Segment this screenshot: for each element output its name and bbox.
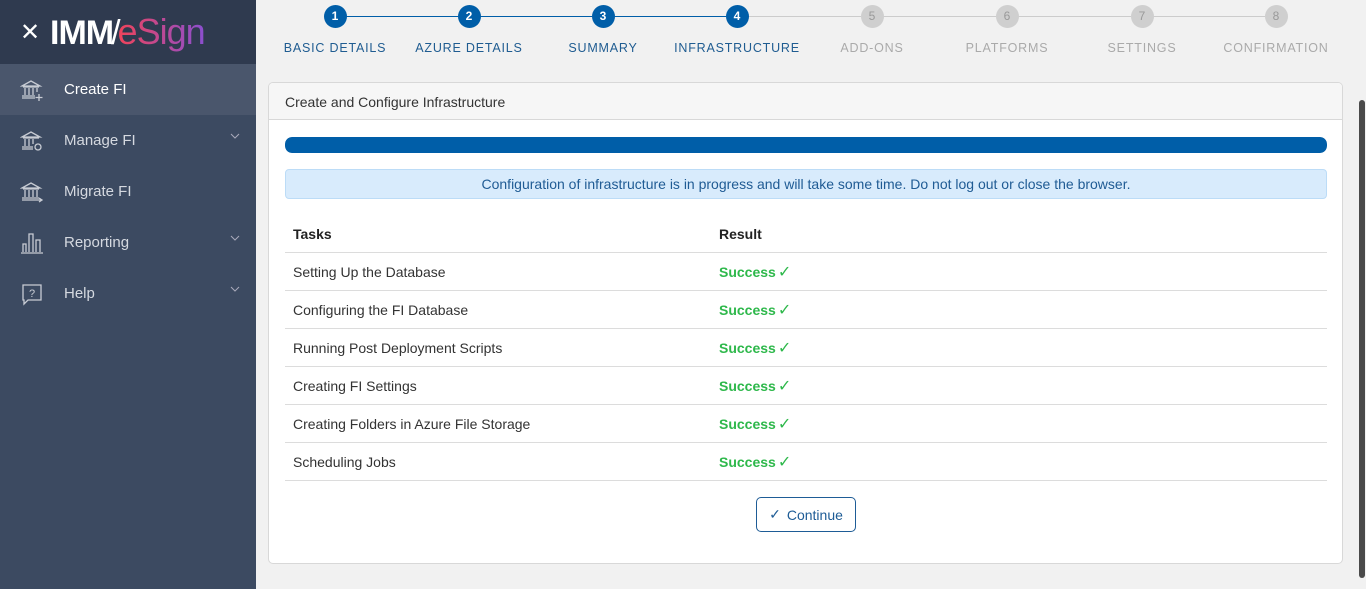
step-number: 5 (860, 5, 884, 28)
main: 1 BASIC DETAILS 2 AZURE DETAILS 3 SUMMARY 4 INF… (256, 0, 1358, 589)
step-label: INFRASTRUCTURE (674, 41, 800, 55)
step-add-ons[interactable]: 5 ADD-ONS (805, 5, 939, 55)
step-number: 1 (323, 5, 347, 28)
sidebar: ✕ IMM / eSign Create FI Manage FI Migrate FI… (0, 0, 256, 589)
sidebar-item-label: Manage FI (64, 132, 136, 149)
table-row: Running Post Deployment Scripts Success ✓ (285, 329, 1327, 367)
stepper-connector (883, 16, 996, 17)
step-summary[interactable]: 3 SUMMARY (536, 5, 670, 55)
step-confirmation[interactable]: 8 CONFIRMATION (1209, 5, 1343, 55)
step-label: CONFIRMATION (1223, 41, 1329, 55)
stepper-connector (1153, 16, 1265, 17)
task-name: Configuring the FI Database (293, 301, 469, 318)
step-platforms[interactable]: 6 PLATFORMS (940, 5, 1074, 55)
logo[interactable]: IMM / eSign (50, 11, 206, 52)
result-status: Success (719, 453, 776, 470)
help-bubble-icon: ? (22, 283, 42, 306)
step-label: PLATFORMS (965, 41, 1049, 55)
svg-text:?: ? (29, 288, 35, 300)
table-row: Setting Up the Database Success ✓ (285, 253, 1327, 291)
check-icon: ✓ (777, 415, 792, 433)
table-row: Creating Folders in Azure File Storage Su… (285, 405, 1327, 443)
table-row: Creating FI Settings Success ✓ (285, 367, 1327, 405)
task-name: Creating Folders in Azure File Storage (293, 415, 531, 432)
stepper-connector (480, 16, 592, 17)
chevron-down-icon (230, 235, 240, 241)
bank-plus-icon (20, 79, 43, 101)
result-status: Success (719, 377, 776, 394)
step-number: 2 (457, 5, 481, 28)
step-label: ADD-ONS (840, 41, 904, 55)
stepper-connector (614, 16, 726, 17)
stepper-connector (346, 16, 458, 17)
sidebar-item-migrate-fi[interactable]: Migrate FI (0, 166, 256, 217)
bar-chart-icon (21, 232, 43, 254)
result-status: Success (719, 339, 776, 356)
step-label: BASIC DETAILS (283, 41, 387, 55)
sidebar-item-create-fi[interactable]: Create FI (0, 64, 256, 115)
step-settings[interactable]: 7 SETTINGS (1075, 5, 1209, 55)
progress-bar (285, 137, 1327, 153)
continue-button[interactable]: ✓ Continue (756, 497, 856, 532)
progress-fill (285, 137, 1327, 153)
sidebar-item-help[interactable]: ? Help (0, 268, 256, 319)
step-number: 7 (1130, 5, 1154, 28)
card-title: Create and Configure Infrastructure (269, 83, 1342, 120)
result-status: Success (719, 263, 776, 280)
task-name: Running Post Deployment Scripts (293, 339, 503, 356)
brand-bar: ✕ IMM / eSign (0, 0, 256, 64)
task-name: Scheduling Jobs (293, 453, 396, 470)
chevron-down-icon (230, 286, 240, 292)
bank-arrow-icon (20, 181, 44, 203)
step-basic-details[interactable]: 1 BASIC DETAILS (268, 5, 402, 55)
step-label: AZURE DETAILS (415, 41, 523, 55)
sidebar-item-label: Create FI (64, 81, 127, 98)
sidebar-item-label: Reporting (64, 234, 130, 251)
stepper-connector (1018, 16, 1131, 17)
info-alert: Configuration of infrastructure is in pr… (285, 169, 1327, 199)
sidebar-item-label: Migrate FI (64, 183, 132, 200)
check-icon: ✓ (777, 263, 792, 281)
header-tasks: Tasks (293, 225, 332, 242)
bank-gear-icon (20, 130, 43, 151)
step-label: SETTINGS (1107, 41, 1177, 55)
check-icon: ✓ (777, 377, 792, 395)
check-icon: ✓ (777, 301, 792, 319)
sidebar-item-reporting[interactable]: Reporting (0, 217, 256, 268)
check-icon: ✓ (769, 506, 781, 522)
sidebar-item-label: Help (64, 285, 95, 302)
task-name: Creating FI Settings (293, 377, 417, 394)
result-status: Success (719, 415, 776, 432)
step-azure-details[interactable]: 2 AZURE DETAILS (402, 5, 536, 55)
result-status: Success (719, 301, 776, 318)
infrastructure-card: Create and Configure Infrastructure Conf… (268, 82, 1343, 564)
check-icon: ✓ (777, 453, 792, 471)
scrollbar[interactable] (1358, 0, 1366, 589)
chevron-down-icon (230, 133, 240, 139)
step-number: 3 (591, 5, 615, 28)
tasks-table: Tasks Result Setting Up the Database Succ… (285, 215, 1327, 481)
table-row: Configuring the FI Database Success ✓ (285, 291, 1327, 329)
step-label: SUMMARY (568, 41, 638, 55)
step-number: 8 (1264, 5, 1288, 28)
header-result: Result (719, 225, 762, 242)
stepper-connector (748, 16, 861, 17)
sidebar-item-manage-fi[interactable]: Manage FI (0, 115, 256, 166)
step-infrastructure[interactable]: 4 INFRASTRUCTURE (670, 5, 804, 55)
step-number: 6 (995, 5, 1019, 28)
check-icon: ✓ (777, 339, 792, 357)
step-number: 4 (725, 5, 749, 28)
table-row: Scheduling Jobs Success ✓ (285, 443, 1327, 481)
task-name: Setting Up the Database (293, 263, 446, 280)
close-icon[interactable]: ✕ (20, 18, 41, 46)
table-header: Tasks Result (285, 215, 1327, 253)
scrollbar-thumb[interactable] (1359, 100, 1365, 578)
